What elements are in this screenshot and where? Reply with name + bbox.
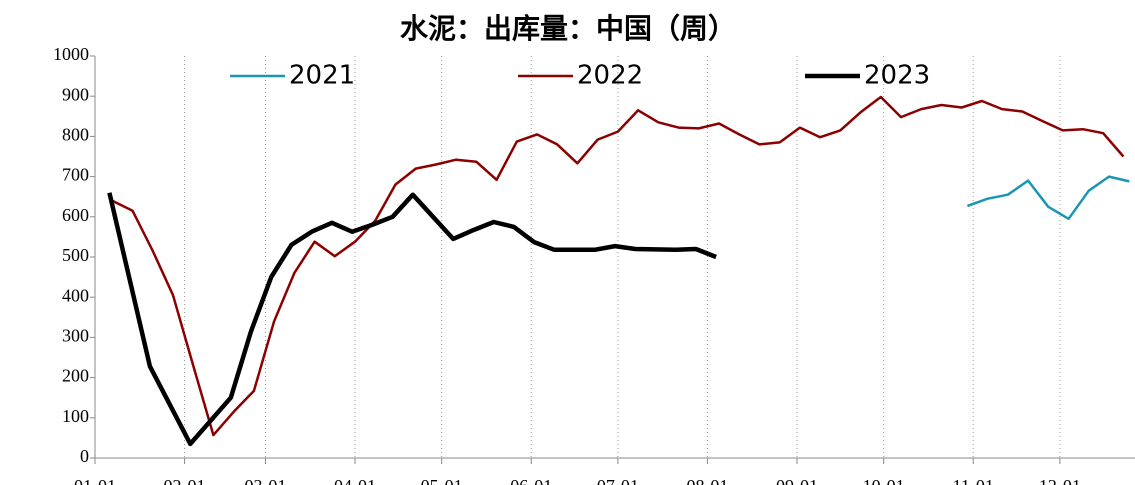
x-tick-label: 10-01 (863, 476, 905, 485)
y-tick-label: 900 (62, 84, 89, 104)
x-tick-label: 02-01 (164, 476, 206, 485)
chart-title: 水泥：出库量：中国（周） (400, 12, 736, 45)
y-tick-label: 500 (62, 245, 89, 265)
series-line (966, 175, 1130, 221)
y-tick-label: 1000 (53, 44, 89, 64)
series-line (111, 95, 1125, 437)
x-tick-label: 01-01 (74, 476, 116, 485)
x-tick-label: 11-01 (953, 476, 994, 485)
x-tick-label: 03-01 (244, 476, 286, 485)
series-line (107, 192, 717, 447)
y-tick-label: 200 (62, 366, 89, 386)
x-tick-label: 08-01 (686, 476, 728, 485)
y-tick-label: 300 (62, 326, 89, 346)
legend-label: 2023 (864, 61, 930, 91)
x-tick-label: 09-01 (776, 476, 818, 485)
y-tick-label: 0 (80, 446, 89, 466)
y-tick-label: 700 (62, 165, 89, 185)
x-tick-label: 05-01 (421, 476, 463, 485)
x-tick-label: 07-01 (597, 476, 639, 485)
x-tick-label: 04-01 (334, 476, 376, 485)
y-tick-label: 100 (62, 406, 89, 426)
y-tick-label: 400 (62, 285, 89, 305)
legend-label: 2021 (289, 61, 355, 91)
legend-label: 2022 (577, 61, 643, 91)
x-tick-label: 06-01 (510, 476, 552, 485)
y-tick-label: 600 (62, 205, 89, 225)
y-tick-label: 800 (62, 125, 89, 145)
x-tick-label: 12-01 (1039, 476, 1081, 485)
